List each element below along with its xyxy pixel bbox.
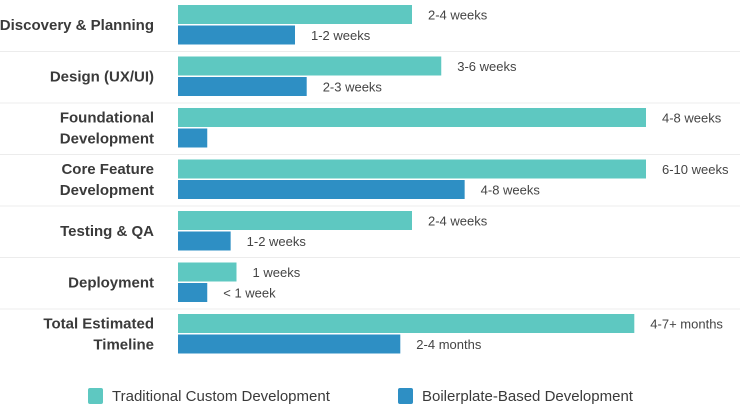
category-label: Development — [60, 182, 154, 199]
bar-boilerplate — [178, 25, 295, 45]
bar-traditional — [178, 56, 442, 76]
bar-boilerplate — [178, 231, 231, 251]
legend-swatch — [88, 388, 103, 404]
bar-boilerplate — [178, 334, 401, 354]
bar-boilerplate — [178, 128, 208, 148]
data-label: 2-4 months — [416, 337, 482, 352]
category-label: Design (UX/UI) — [50, 68, 154, 85]
data-label: 2-3 weeks — [323, 80, 383, 95]
category-label: Timeline — [93, 336, 154, 353]
legend-label: Boilerplate-Based Development — [422, 388, 634, 405]
bar-traditional — [178, 159, 646, 179]
category-label: Testing & QA — [60, 223, 154, 240]
bar-traditional — [178, 108, 646, 127]
category-label: Discovery & Planning — [0, 17, 154, 34]
data-label: 4-8 weeks — [481, 183, 541, 198]
data-label: 1-2 weeks — [247, 234, 307, 249]
data-label: 6-10 weeks — [662, 162, 729, 177]
category-label: Core Feature — [61, 161, 154, 178]
bar-traditional — [178, 211, 412, 230]
data-label: 2-4 weeks — [428, 214, 488, 229]
bar-boilerplate — [178, 180, 465, 199]
bar-boilerplate — [178, 283, 208, 302]
data-label: 1 weeks — [253, 265, 301, 280]
category-label: Total Estimated — [43, 315, 154, 332]
category-label: Foundational — [60, 109, 154, 126]
data-label: 1-2 weeks — [311, 28, 371, 43]
legend-label: Traditional Custom Development — [112, 388, 331, 405]
bar-boilerplate — [178, 77, 307, 96]
data-label: 4-7+ months — [650, 317, 723, 332]
category-label: Deployment — [68, 274, 154, 291]
bar-traditional — [178, 5, 412, 24]
legend-swatch — [398, 388, 413, 404]
data-label: 3-6 weeks — [457, 59, 517, 74]
bar-traditional — [178, 314, 635, 333]
data-label: < 1 week — [223, 286, 276, 301]
bar-traditional — [178, 262, 237, 282]
data-label: 2-4 weeks — [428, 8, 488, 23]
category-label: Development — [60, 130, 154, 147]
data-label: 4-8 weeks — [662, 111, 722, 126]
